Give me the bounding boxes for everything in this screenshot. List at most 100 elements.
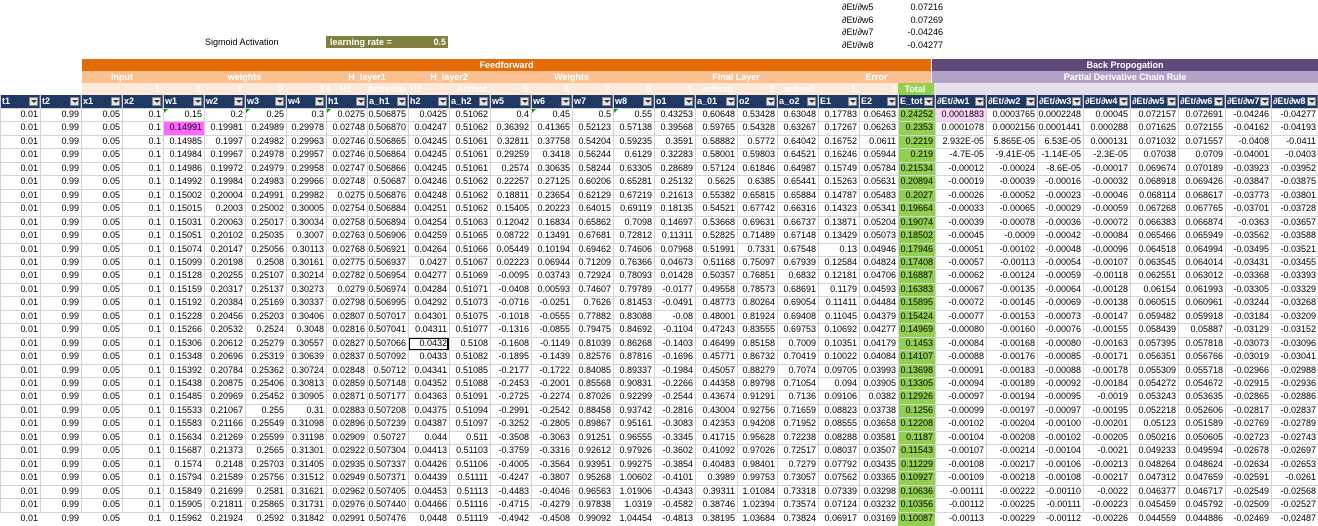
table-cell[interactable]: 0.1 bbox=[148, 445, 161, 456]
table-cell[interactable]: -0.00163 bbox=[1092, 337, 1128, 348]
table-cell[interactable]: 0.15015 bbox=[169, 203, 202, 214]
table-cell[interactable]: 0.36392 bbox=[496, 122, 529, 133]
table-cell[interactable]: -0.00069 bbox=[1045, 297, 1081, 308]
table-cell[interactable]: 0.071032 bbox=[1138, 135, 1176, 146]
table-cell[interactable]: -0.3854 bbox=[662, 458, 693, 469]
table-cell[interactable]: 0.1997 bbox=[215, 135, 243, 146]
table-cell[interactable]: -0.02865 bbox=[1233, 391, 1269, 402]
table-cell[interactable]: 0.15002 bbox=[169, 189, 202, 200]
table-cell[interactable]: 1.01906 bbox=[619, 485, 652, 496]
table-cell[interactable]: 0.30005 bbox=[291, 203, 324, 214]
table-cell[interactable]: 0.14991 bbox=[163, 121, 204, 136]
table-cell[interactable]: 0.506870 bbox=[368, 122, 406, 133]
table-cell[interactable]: 0.56244 bbox=[578, 149, 611, 160]
table-cell[interactable]: -0.0261 bbox=[1285, 472, 1316, 483]
table-cell[interactable]: 0.99 bbox=[61, 149, 79, 160]
table-cell[interactable]: 0.050216 bbox=[1138, 431, 1176, 442]
table-cell[interactable]: 0.01 bbox=[20, 216, 38, 227]
table-cell[interactable]: 0.1 bbox=[148, 203, 161, 214]
table-cell[interactable]: 0.88279 bbox=[742, 364, 775, 375]
column-header-14[interactable]: w7 bbox=[572, 95, 613, 108]
table-cell[interactable]: 0.507092 bbox=[368, 351, 406, 362]
table-cell[interactable]: 0.85158 bbox=[742, 337, 775, 348]
table-cell[interactable]: 0.04245 bbox=[414, 135, 447, 146]
table-cell[interactable]: 0.15263 bbox=[824, 176, 857, 187]
table-cell[interactable]: 0.2508 bbox=[256, 256, 284, 267]
table-cell[interactable]: 0.5108 bbox=[460, 337, 488, 348]
table-cell[interactable]: 0.60648 bbox=[702, 109, 735, 119]
table-cell[interactable]: 0.25203 bbox=[251, 310, 284, 321]
table-cell[interactable]: 0.25549 bbox=[251, 418, 284, 429]
table-cell[interactable]: 0.05 bbox=[102, 135, 120, 146]
table-cell[interactable]: -0.02837 bbox=[1280, 404, 1316, 415]
table-cell[interactable]: 0.04301 bbox=[414, 310, 447, 321]
table-cell[interactable]: 0.89867 bbox=[578, 418, 611, 429]
table-cell[interactable]: 0.055718 bbox=[1185, 364, 1223, 375]
table-cell[interactable]: 0.072691 bbox=[1185, 109, 1223, 119]
table-cell[interactable]: 0.25017 bbox=[251, 216, 284, 227]
column-header-4[interactable]: w1 bbox=[163, 95, 204, 108]
table-cell[interactable]: 0.48773 bbox=[702, 297, 735, 308]
table-cell[interactable]: -0.4483 bbox=[498, 485, 529, 496]
column-header-19[interactable]: a_o2 bbox=[777, 95, 818, 108]
table-cell[interactable]: 0.61846 bbox=[742, 162, 775, 173]
table-cell[interactable]: 0.21534 bbox=[898, 161, 935, 176]
table-cell[interactable]: 0.20384 bbox=[210, 297, 243, 308]
table-cell[interactable]: 0.05 bbox=[102, 149, 120, 160]
table-cell[interactable]: -8.6E-05 bbox=[1046, 162, 1081, 173]
table-cell[interactable]: 0.79789 bbox=[619, 283, 652, 294]
table-cell[interactable]: -0.2542 bbox=[539, 404, 570, 415]
table-cell[interactable]: 0.92612 bbox=[578, 445, 611, 456]
table-cell[interactable]: 0.3591 bbox=[665, 135, 693, 146]
filter-dropdown-icon[interactable] bbox=[1119, 97, 1128, 106]
table-cell[interactable]: 6.53E-05 bbox=[1044, 135, 1081, 146]
table-cell[interactable]: 0.21166 bbox=[211, 418, 243, 429]
table-cell[interactable]: -0.00039 bbox=[948, 216, 984, 227]
table-cell[interactable]: -0.03019 bbox=[1233, 351, 1269, 362]
table-cell[interactable]: -0.00032 bbox=[1092, 176, 1128, 187]
table-cell[interactable]: 0.5772 bbox=[747, 135, 775, 146]
table-cell[interactable]: 0.03993 bbox=[863, 364, 896, 375]
table-cell[interactable]: 0.15583 bbox=[169, 418, 202, 429]
table-cell[interactable]: -0.03562 bbox=[1233, 230, 1269, 241]
table-cell[interactable]: 0.507208 bbox=[368, 404, 406, 415]
table-cell[interactable]: 0.25132 bbox=[660, 176, 693, 187]
column-header-16[interactable]: o1 bbox=[654, 95, 695, 108]
table-cell[interactable]: 0.1179 bbox=[830, 283, 857, 294]
table-cell[interactable]: 0.15159 bbox=[169, 283, 202, 294]
table-cell[interactable]: 0.10194 bbox=[537, 243, 570, 254]
table-cell[interactable]: -0.00076 bbox=[1045, 324, 1081, 335]
table-cell[interactable]: 0.066383 bbox=[1138, 216, 1176, 227]
table-cell[interactable]: 0.51111 bbox=[457, 472, 488, 483]
table-cell[interactable]: 0.21811 bbox=[211, 499, 243, 510]
table-cell[interactable]: -0.00229 bbox=[999, 512, 1035, 523]
table-cell[interactable]: 0.1 bbox=[148, 109, 161, 119]
table-cell[interactable]: 0.1 bbox=[148, 512, 161, 523]
table-cell[interactable]: 0.094 bbox=[834, 378, 857, 388]
table-cell[interactable]: 0.40483 bbox=[702, 458, 735, 469]
table-cell[interactable]: 0.20198 bbox=[210, 256, 243, 267]
table-cell[interactable]: 0.072157 bbox=[1138, 109, 1176, 119]
table-cell[interactable]: -0.1608 bbox=[498, 337, 529, 348]
table-cell[interactable]: 0.51066 bbox=[455, 243, 488, 254]
table-cell[interactable]: 0.99 bbox=[61, 499, 79, 510]
table-cell[interactable]: 0.051589 bbox=[1185, 418, 1223, 429]
table-cell[interactable]: -0.00036 bbox=[1045, 216, 1081, 227]
table-cell[interactable]: -0.0716 bbox=[498, 297, 529, 308]
table-cell[interactable]: 0.20255 bbox=[210, 270, 243, 281]
table-cell[interactable]: 1.04454 bbox=[619, 512, 652, 523]
table-cell[interactable]: 0.99 bbox=[61, 485, 79, 496]
filter-dropdown-icon[interactable] bbox=[848, 97, 857, 106]
table-cell[interactable]: -0.3564 bbox=[539, 458, 570, 469]
filter-dropdown-icon[interactable] bbox=[561, 97, 570, 106]
table-cell[interactable]: 0.25169 bbox=[251, 297, 284, 308]
table-cell[interactable]: 0.1 bbox=[148, 351, 161, 362]
table-cell[interactable]: 0.67219 bbox=[619, 189, 652, 200]
table-cell[interactable]: 0.05 bbox=[102, 189, 120, 200]
table-cell[interactable]: 0.66737 bbox=[783, 216, 816, 227]
table-cell[interactable]: 0.02837 bbox=[332, 351, 365, 362]
table-cell[interactable]: 0.05 bbox=[102, 324, 120, 335]
table-cell[interactable]: 0.02816 bbox=[332, 324, 365, 335]
table-cell[interactable]: 0.12926 bbox=[898, 390, 935, 405]
table-cell[interactable]: 0.54328 bbox=[742, 122, 775, 133]
